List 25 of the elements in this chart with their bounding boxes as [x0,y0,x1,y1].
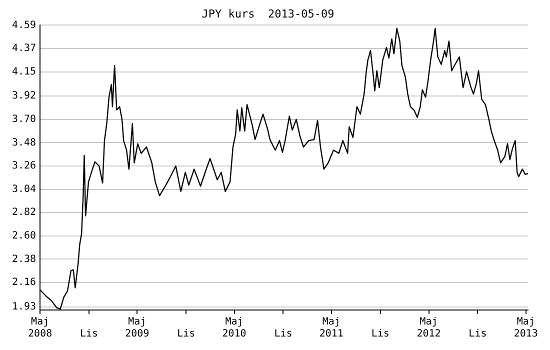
y-tick-label: 1.93 [12,301,36,312]
x-tick-label: Maj 2010 [222,316,246,340]
y-tick-label: 2.60 [12,230,36,242]
y-tick-label: 2.38 [12,254,36,265]
y-tick-label: 3.26 [12,160,36,172]
y-tick-label: 4.59 [12,20,36,31]
y-tick-label: 3.04 [12,184,36,195]
x-tick-label: Maj 2011 [319,316,344,340]
y-tick-label: 3.48 [12,137,36,148]
x-tick-label: Maj 2009 [125,316,150,340]
chart-title: JPY kurs 2013-05-09 [202,7,334,20]
x-tick-label: Lis [371,328,390,340]
x-tick-label: Maj 2012 [416,316,441,340]
x-tick-label: Lis [177,328,196,340]
y-tick-label: 4.15 [12,66,36,78]
y-tick-label: 3.70 [12,114,36,126]
y-tick-label: 2.82 [12,207,36,218]
y-tick-label: 4.37 [12,43,36,54]
y-tick-label: 2.16 [12,277,36,288]
x-tick-label: Maj 2013 [514,316,538,340]
x-tick-label: Maj 2008 [28,316,52,340]
x-tick-label: Lis [468,328,487,340]
y-tick-label: 3.92 [12,90,36,102]
x-tick-label: Lis [80,328,98,340]
x-tick-label: Lis [274,328,292,340]
